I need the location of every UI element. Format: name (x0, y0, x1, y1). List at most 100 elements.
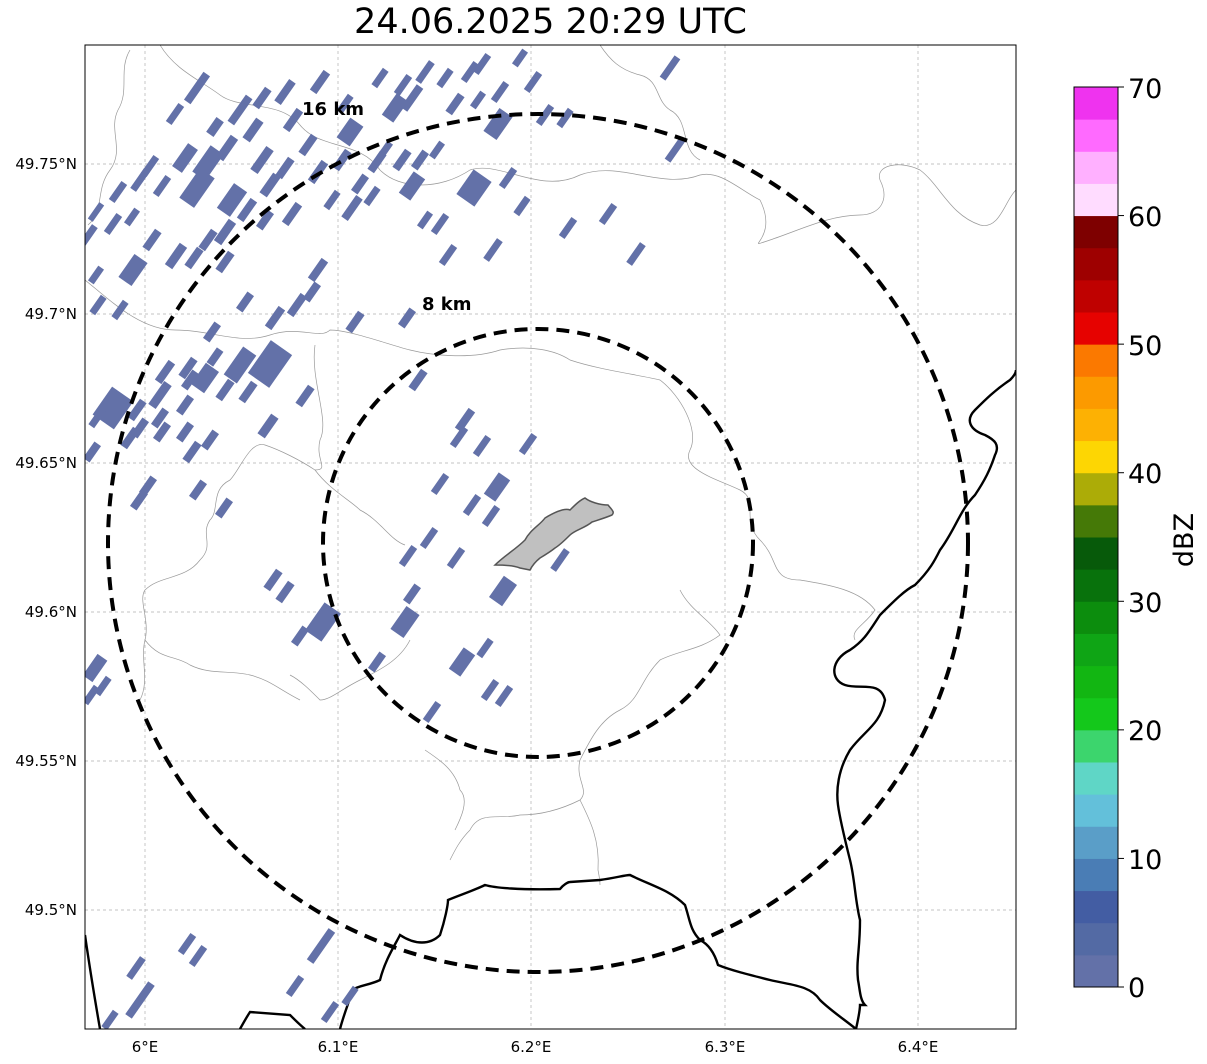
echo-cell (111, 299, 129, 321)
city-outline (493, 497, 614, 571)
echo-cell (142, 228, 162, 252)
echo-cell (323, 189, 341, 211)
echo-cell (263, 568, 283, 592)
echo-cell (336, 93, 354, 115)
echo-cell (476, 637, 494, 659)
ring-8km (321, 327, 755, 759)
echo-cell (341, 195, 363, 221)
echo-cell (150, 407, 170, 429)
x-tick-label: 6°E (132, 1038, 159, 1056)
echo-cell (200, 429, 220, 451)
echo-cell (398, 544, 418, 568)
echo-cell (664, 137, 686, 163)
echo-cell (307, 159, 329, 185)
colorbar-tick-label: 0 (1128, 973, 1145, 1004)
echo-cell (85, 684, 100, 706)
colorbar-segment (1074, 344, 1118, 377)
echo-cell (125, 981, 155, 1019)
echo-cell (518, 432, 538, 456)
echo-cell (285, 974, 305, 998)
echo-cell (202, 321, 222, 343)
echo-cell (214, 497, 234, 519)
echo-cell (305, 602, 341, 642)
colorbar-segment (1074, 215, 1118, 249)
echo-cell (198, 228, 218, 252)
colorbar-tick-label: 20 (1128, 716, 1162, 747)
echo-cell (523, 70, 543, 94)
colorbar-frame (1073, 86, 1119, 988)
echo-cell (367, 651, 387, 673)
y-axis-ticks: 49.75°N 49.7°N 49.65°N 49.6°N 49.55°N 49… (15, 155, 77, 919)
map-area: 8 km 16 km (85, 45, 1016, 1029)
echo-cell (402, 583, 422, 605)
echo-cell (127, 398, 147, 422)
echo-cell (152, 421, 172, 443)
admin-boundaries (85, 45, 1016, 886)
echo-cell (182, 440, 202, 464)
colorbar-ticks: 0 10 20 30 40 50 60 70 (1128, 74, 1162, 1004)
echo-cell (238, 380, 258, 404)
echo-cell (598, 202, 618, 226)
colorbar-segment (1074, 697, 1118, 731)
echo-cell (235, 291, 255, 313)
national-borders (85, 369, 1016, 1029)
colorbar-segment (1074, 762, 1118, 795)
echo-cell (282, 107, 304, 133)
echo-cell (184, 246, 204, 270)
colorbar-tick-label: 40 (1128, 459, 1162, 490)
echo-cell (175, 421, 195, 443)
echo-cell (227, 94, 253, 126)
echo-cell (172, 143, 198, 173)
gridlines (85, 45, 1016, 1029)
echo-cell (123, 207, 141, 227)
echo-cell (290, 625, 310, 647)
echo-cell (302, 281, 322, 303)
colorbar-segment (1074, 890, 1118, 924)
echo-cell (419, 526, 439, 550)
echo-cell (85, 653, 108, 683)
echo-cell (320, 1000, 340, 1024)
echo-cell (298, 133, 318, 157)
x-tick-label: 6.3°E (705, 1038, 746, 1056)
ring-label-16km: 16 km (302, 99, 364, 120)
echo-cell (535, 103, 555, 127)
colorbar-tick-label: 50 (1128, 331, 1162, 362)
echo-cell (216, 183, 248, 217)
x-tick-label: 6.4°E (898, 1038, 939, 1056)
echo-cell (469, 90, 487, 110)
echo-cell (89, 294, 107, 316)
echo-cell (87, 202, 105, 222)
echo-cell (154, 359, 176, 385)
x-tick-label: 6.2°E (511, 1038, 552, 1056)
y-tick-label: 49.7°N (25, 305, 77, 323)
echo-cell (259, 172, 281, 198)
colorbar-segment (1074, 312, 1118, 345)
colorbar-segment (1074, 87, 1118, 120)
x-tick-label: 6.1°E (318, 1038, 359, 1056)
echo-cell (275, 580, 295, 604)
echo-cell (252, 86, 272, 110)
echo-cell (494, 684, 514, 708)
echo-cell (165, 102, 185, 126)
echo-cell (148, 380, 172, 410)
echo-cell (213, 218, 237, 246)
echo-cell (659, 55, 681, 81)
echo-cell (481, 504, 501, 528)
echo-cell (264, 305, 286, 331)
echo-cell (438, 243, 458, 267)
echo-cell (215, 250, 235, 274)
echo-cell (511, 48, 529, 68)
colorbar-label: dBZ (1169, 513, 1200, 567)
echo-cell (336, 117, 364, 147)
echo-cell (247, 340, 293, 388)
echo-cell (88, 407, 106, 429)
echo-cell (188, 479, 208, 501)
colorbar-segment (1074, 504, 1118, 538)
colorbar-segment (1074, 729, 1118, 763)
colorbar-segment (1074, 408, 1118, 442)
echo-cell (178, 356, 198, 380)
colorbar-segment (1074, 279, 1118, 313)
echo-cell (392, 148, 412, 172)
echo-cell (449, 425, 469, 449)
